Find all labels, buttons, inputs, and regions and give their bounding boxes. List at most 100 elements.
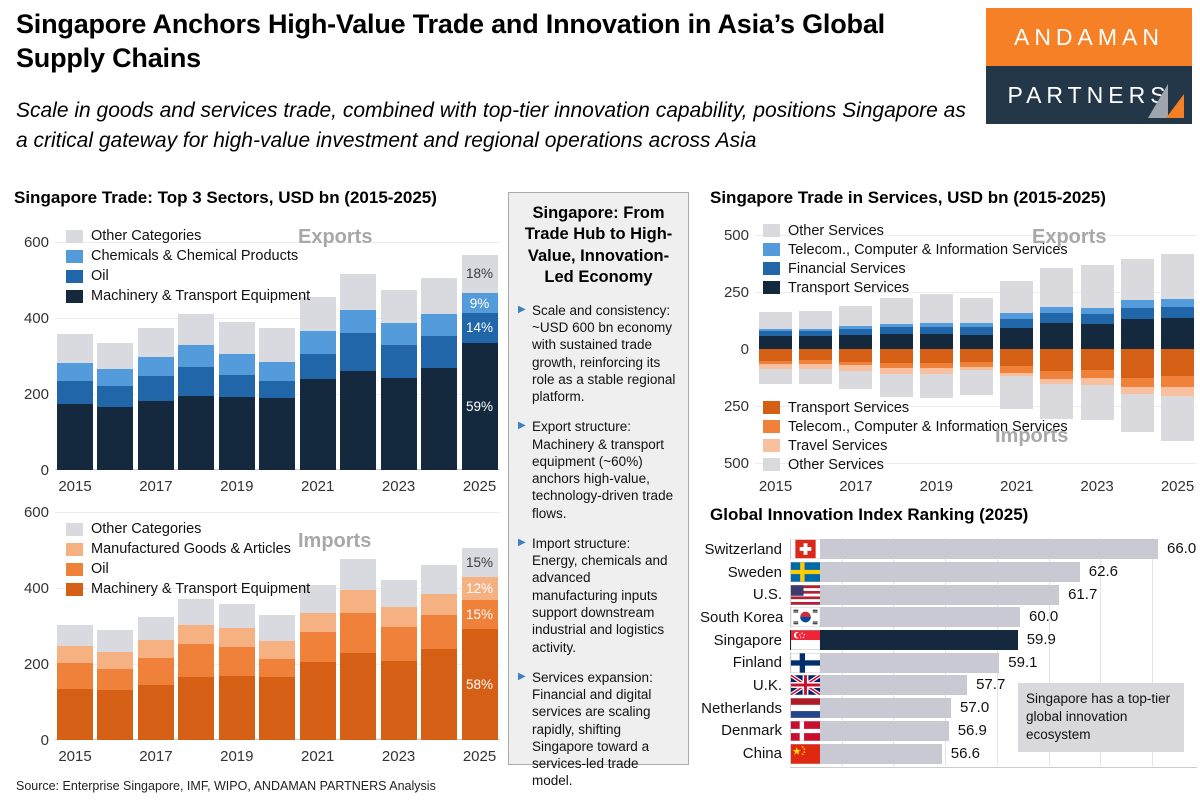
bar-segment bbox=[1000, 313, 1034, 319]
bar-segment bbox=[218, 604, 255, 628]
exports-stack bbox=[839, 306, 873, 349]
legend-swatch bbox=[66, 249, 83, 263]
bar-segment bbox=[879, 363, 913, 368]
country-label: Sweden bbox=[727, 563, 782, 581]
bar-segment bbox=[1080, 385, 1114, 421]
legend-swatch bbox=[763, 243, 780, 256]
x-axis-tick-label: 2019 bbox=[919, 478, 953, 495]
logo-line2: PARTNERS bbox=[1007, 81, 1171, 108]
imports-stack bbox=[919, 349, 953, 399]
bar-segment bbox=[421, 648, 458, 740]
legend-item: Machinery & Transport Equipment bbox=[66, 286, 310, 306]
exports-stack bbox=[799, 311, 833, 349]
x-axis-tick-label: 2017 bbox=[839, 478, 873, 495]
bar-segment bbox=[759, 360, 792, 365]
ranking-row: Netherlands 57.0 bbox=[700, 697, 1197, 720]
bar-segment bbox=[1161, 298, 1194, 307]
imports-stack bbox=[799, 349, 833, 384]
bar-segment bbox=[137, 640, 174, 658]
bar-segment bbox=[1040, 378, 1074, 385]
diverging-bar bbox=[919, 235, 953, 463]
bar-segment bbox=[1161, 387, 1194, 397]
bar-segment bbox=[299, 354, 336, 379]
bar-segment bbox=[178, 313, 215, 345]
bar-segment bbox=[1080, 307, 1114, 315]
imports-stack bbox=[960, 349, 993, 396]
stacked-bar bbox=[421, 278, 458, 470]
value-label: 56.6 bbox=[950, 744, 980, 762]
bar-segment: 58% bbox=[461, 628, 498, 740]
legend-item: Other Categories bbox=[66, 519, 310, 539]
stacked-bar bbox=[421, 565, 458, 740]
services-imports-legend: Transport Services Telecom., Computer & I… bbox=[763, 398, 1068, 474]
legend-swatch bbox=[66, 582, 83, 596]
exports-stack bbox=[960, 297, 993, 349]
bar-segment bbox=[960, 334, 993, 349]
x-axis-tick-label: 2017 bbox=[139, 748, 173, 765]
bar-segment: 18% bbox=[461, 254, 498, 294]
ranking-bar-area: 56.9 bbox=[790, 720, 1197, 741]
bar-segment bbox=[799, 328, 833, 332]
legend-item: Machinery & Transport Equipment bbox=[66, 579, 310, 599]
stacked-bar bbox=[380, 579, 417, 740]
gridline bbox=[755, 406, 1197, 407]
exports-stack bbox=[919, 293, 953, 349]
imports-stack bbox=[839, 349, 873, 390]
innovation-chart-title: Global Innovation Index Ranking (2025) bbox=[710, 505, 1029, 524]
legend-label: Other Services bbox=[788, 456, 884, 473]
vertical-gridline bbox=[996, 538, 998, 766]
bar-segment bbox=[259, 641, 296, 660]
gridline bbox=[755, 292, 1197, 293]
bar-segment bbox=[380, 661, 417, 740]
bar-segment bbox=[1000, 280, 1034, 314]
logo-wordmark-top: ANDAMAN bbox=[986, 8, 1192, 66]
goods-chart-title: Singapore Trade: Top 3 Sectors, USD bn (… bbox=[14, 188, 437, 207]
value-label: 60.0 bbox=[1029, 608, 1059, 626]
legend-item: Manufactured Goods & Articles bbox=[66, 539, 310, 559]
ranking-row: Switzerland 66.0 bbox=[700, 538, 1197, 561]
innovation-axis-line bbox=[790, 767, 1197, 768]
bar-segment bbox=[799, 360, 833, 364]
bar-segment bbox=[1040, 307, 1074, 314]
value-label: 57.0 bbox=[960, 699, 990, 717]
imports-stack bbox=[1000, 349, 1034, 409]
bar-segment bbox=[759, 328, 792, 332]
flag-sg-icon bbox=[791, 630, 820, 651]
bar-segment bbox=[919, 368, 953, 375]
bar-segment bbox=[1120, 258, 1154, 301]
bar-segment bbox=[1040, 349, 1074, 371]
gridline bbox=[755, 235, 1197, 236]
legend-item: Oil bbox=[66, 559, 310, 579]
ranking-bar bbox=[790, 630, 1018, 651]
bullet-arrow-icon: ▶ bbox=[518, 536, 526, 548]
bar-segment bbox=[879, 367, 913, 374]
legend-item: Transport Services bbox=[763, 398, 1068, 417]
ranking-bar bbox=[790, 584, 1060, 605]
x-axis-tick-label: 2023 bbox=[381, 748, 416, 765]
bar-segment: 15% bbox=[461, 599, 498, 629]
ranking-bar-area: 56.6 bbox=[790, 743, 1197, 764]
legend-item: Other Services bbox=[763, 221, 1068, 240]
percent-label: 59% bbox=[465, 398, 494, 414]
bar-segment bbox=[380, 627, 417, 662]
legend-label: Chemicals & Chemical Products bbox=[91, 248, 299, 264]
diverging-bar bbox=[759, 235, 792, 463]
value-label: 59.1 bbox=[1008, 653, 1038, 671]
y-axis-tick-label: 500 bbox=[723, 455, 749, 472]
bar-segment bbox=[1161, 318, 1194, 349]
insight-panel-title: Singapore: From Trade Hub to High-Value,… bbox=[524, 204, 673, 287]
exports-stack bbox=[1040, 268, 1074, 349]
bullet-text: Scale and consistency: ~USD 600 bn econo… bbox=[532, 302, 676, 405]
stacked-bar: 58% 15% 12% 15% bbox=[461, 547, 498, 740]
percent-label: 58% bbox=[465, 676, 494, 692]
bar-segment bbox=[1120, 394, 1154, 433]
ranking-bar-area: 59.9 bbox=[790, 630, 1197, 651]
bar-segment bbox=[1161, 306, 1194, 319]
bar-segment bbox=[1000, 349, 1034, 367]
bar-segment bbox=[259, 397, 296, 470]
legend-item: Other Categories bbox=[66, 226, 310, 246]
y-axis-tick-label: 0 bbox=[40, 732, 49, 749]
y-axis-tick-label: 0 bbox=[40, 462, 49, 479]
bullet-arrow-icon: ▶ bbox=[518, 670, 526, 682]
